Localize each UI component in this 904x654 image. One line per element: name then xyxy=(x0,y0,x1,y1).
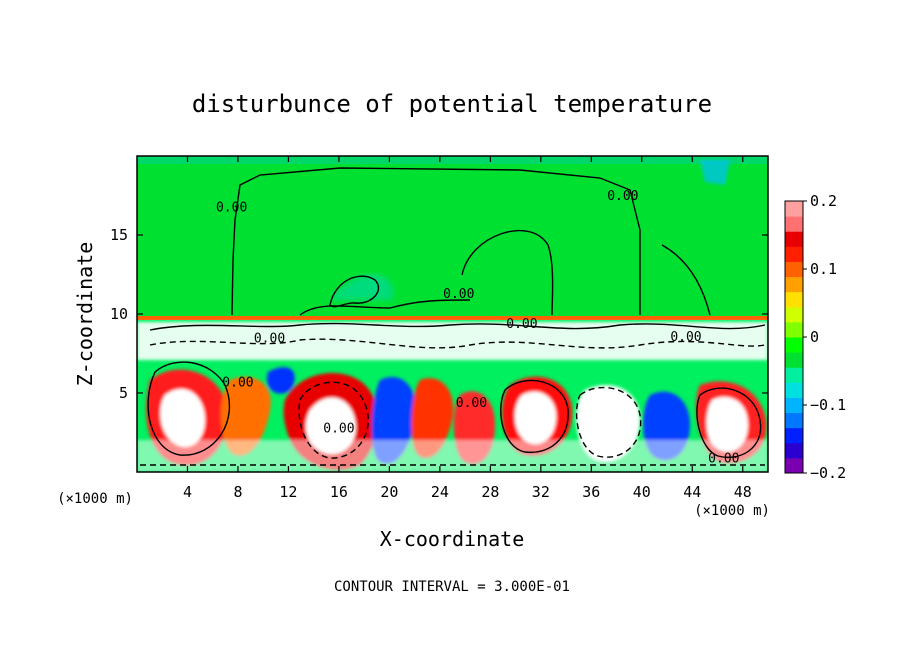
field-eddy-2 xyxy=(220,376,271,456)
colorbar-tick-label: 0.2 xyxy=(810,192,837,210)
contour-line-10 xyxy=(500,379,569,454)
colorbar-tick-label: 0.1 xyxy=(810,260,837,278)
colorbar-cell xyxy=(785,457,803,474)
x-tick-label: 48 xyxy=(734,483,752,501)
contour-label: 0.00 xyxy=(607,189,638,204)
colorbar-tick-label: −0.1 xyxy=(810,396,846,414)
field-eddy-8-core xyxy=(706,397,748,452)
field-top-band xyxy=(137,156,768,164)
field-mixing-zone xyxy=(137,322,768,360)
field-eddy-4 xyxy=(411,378,454,459)
field-interface-line xyxy=(137,316,768,320)
contour-line-12 xyxy=(696,387,762,458)
x-tick-label: 20 xyxy=(380,483,398,501)
colorbar-cell xyxy=(785,201,803,217)
contour-line-4 xyxy=(661,244,711,316)
colorbar-cell xyxy=(785,382,803,398)
colorbar-cell xyxy=(785,261,803,278)
colorbar: 0.2 0.1 0 −0.1 −0.2 xyxy=(784,192,846,482)
contour-label: 0.00 xyxy=(443,287,474,302)
x-axis-label: X-coordinate xyxy=(380,527,525,551)
x-tick-label: 8 xyxy=(233,483,242,501)
x-unit-right: (×1000 m) xyxy=(694,503,770,519)
x-tick-label: 32 xyxy=(532,483,550,501)
colorbar-cell xyxy=(785,337,803,353)
contour-label: 0.00 xyxy=(222,376,253,391)
contour-line-1 xyxy=(231,167,641,316)
field-eddy-6-core xyxy=(514,391,557,445)
colorbar-cell xyxy=(785,412,803,429)
colorbar-cell xyxy=(785,246,803,262)
y-axis-label: Z-coordinate xyxy=(73,242,97,387)
field-surface-band xyxy=(137,440,768,472)
contour-label: 0.00 xyxy=(506,317,537,332)
field-top-right-patch xyxy=(700,160,730,185)
contour-labels: 0.00 0.00 0.00 0.00 0.00 0.00 0.00 0.00 0.00 0.00 xyxy=(216,189,739,466)
y-tick-label: 10 xyxy=(110,305,128,323)
x-tick-label: 44 xyxy=(683,483,701,501)
colorbar-cell xyxy=(785,276,803,293)
y-tick-label: 5 xyxy=(119,384,128,402)
colorbar-cell xyxy=(785,231,803,247)
field-blue-patch-1 xyxy=(266,367,295,394)
colorbar-cell xyxy=(785,367,803,383)
x-tick-label: 12 xyxy=(279,483,297,501)
colorbar-tick-label: −0.2 xyxy=(810,464,846,482)
x-tick-label: 24 xyxy=(431,483,449,501)
contour-label: 0.00 xyxy=(708,452,739,467)
plot-area: 0.000.000.000.000.000.000.000.000.000.00… xyxy=(110,155,769,501)
x-tick-label: 36 xyxy=(582,483,600,501)
colorbar-cell xyxy=(785,397,803,414)
heatmap-field xyxy=(137,156,768,472)
x-unit-left: (×1000 m) xyxy=(57,491,133,507)
y-tick-label: 15 xyxy=(110,226,128,244)
contour-interval-note: CONTOUR INTERVAL = 3.000E-01 xyxy=(334,579,570,595)
contour-line-6 xyxy=(149,322,766,331)
chart-title: disturbunce of potential temperature xyxy=(192,90,712,118)
x-tick-label: 4 xyxy=(183,483,192,501)
colorbar-cell xyxy=(785,352,803,368)
colorbar-cells xyxy=(785,201,803,474)
colorbar-cell xyxy=(785,427,803,444)
colorbar-cell xyxy=(785,291,803,308)
colorbar-tick-label: 0 xyxy=(810,328,819,346)
colorbar-cell xyxy=(785,321,803,338)
contour-line-8 xyxy=(147,361,231,456)
x-tick-label: 40 xyxy=(633,483,651,501)
contour-line-7 xyxy=(149,338,766,349)
x-tick-label: 16 xyxy=(330,483,348,501)
colorbar-cell xyxy=(785,216,803,232)
colorbar-cell xyxy=(785,306,803,323)
contour-line-9 xyxy=(298,381,369,459)
contour-label: 0.00 xyxy=(254,331,285,346)
field-eddy-1-core xyxy=(160,389,205,448)
contour-lines xyxy=(140,167,766,466)
contour-label: 0.00 xyxy=(216,200,247,215)
x-tick-label: 28 xyxy=(481,483,499,501)
contour-label: 0.00 xyxy=(670,330,701,345)
contour-label: 0.00 xyxy=(323,422,354,437)
contour-line-5 xyxy=(299,299,471,316)
contour-line-3 xyxy=(461,229,554,316)
x-axis-ticks: 4 8 12 16 20 24 28 32 36 40 44 48 xyxy=(183,156,752,501)
y-axis-ticks: 5 10 15 xyxy=(110,226,768,402)
colorbar-ticks: 0.2 0.1 0 −0.1 −0.2 xyxy=(803,192,846,482)
colorbar-cell xyxy=(785,442,803,459)
contour-label: 0.00 xyxy=(456,396,487,411)
field-eddies xyxy=(137,322,768,472)
